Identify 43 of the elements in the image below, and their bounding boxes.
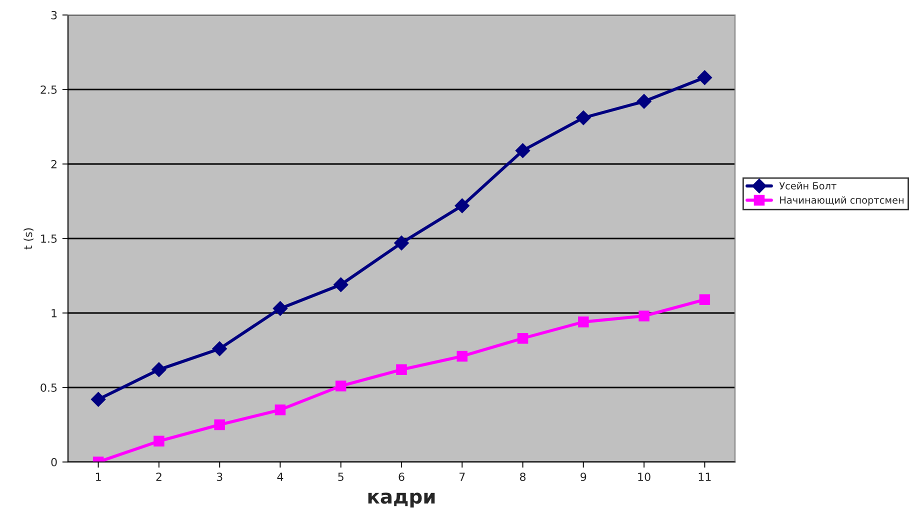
point xyxy=(274,404,286,416)
point xyxy=(456,350,468,362)
y-tick-label: 0.5 xyxy=(40,383,57,392)
point xyxy=(454,198,470,214)
point xyxy=(578,316,589,328)
point xyxy=(333,277,348,292)
point xyxy=(699,294,710,305)
point xyxy=(697,70,712,85)
point xyxy=(272,301,288,316)
y-tick-label: 1 xyxy=(52,309,57,318)
point xyxy=(576,110,591,126)
point xyxy=(396,364,407,375)
point xyxy=(515,143,530,158)
x-tick-label: 6 xyxy=(398,472,404,482)
point xyxy=(214,419,225,430)
point xyxy=(638,310,650,322)
x-tick-label: 9 xyxy=(580,472,586,482)
x-tick-label: 11 xyxy=(698,472,711,481)
x-tick-label: 7 xyxy=(460,472,465,481)
x-tick-label: 8 xyxy=(520,472,526,482)
x-tick-label: 10 xyxy=(638,472,650,482)
point xyxy=(394,236,409,250)
x-tick-label: 2 xyxy=(156,472,162,481)
legend-label: Начинающий спортсмен xyxy=(780,196,904,206)
point xyxy=(212,341,227,356)
point xyxy=(90,392,106,407)
x-tick-label: 1 xyxy=(96,472,101,481)
point xyxy=(154,436,164,447)
y-tick-label: 3 xyxy=(51,10,57,20)
x-tick-label: 4 xyxy=(277,472,284,481)
legend-label: Усейн Болт xyxy=(779,182,836,190)
x-tick-label: 5 xyxy=(338,472,344,482)
point xyxy=(152,362,166,378)
y-tick-label: 0 xyxy=(51,458,57,466)
x-axis-title: кадри xyxy=(368,492,435,508)
y-tick-label: 2.5 xyxy=(40,85,57,94)
point xyxy=(335,380,346,392)
x-tick-label: 3 xyxy=(216,472,222,482)
point xyxy=(517,332,528,344)
point xyxy=(636,94,652,109)
y-axis-title: t (s) xyxy=(24,228,34,250)
y-tick-label: 2 xyxy=(51,160,56,168)
y-tick-label: 1.5 xyxy=(41,234,57,243)
